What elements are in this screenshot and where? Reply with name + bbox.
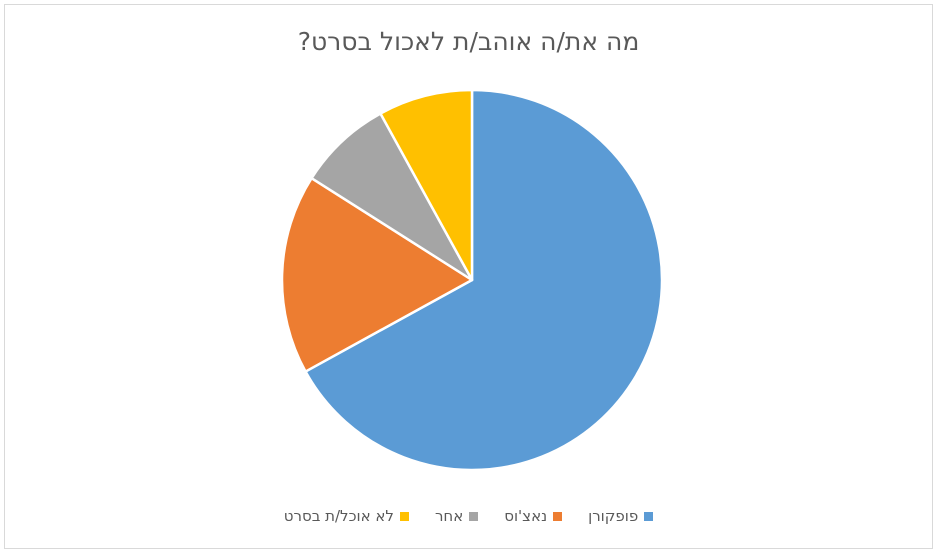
pie-slice-3 bbox=[310, 112, 474, 282]
chart-area: מה את/ה אוהב/ת לאכול בסרט? לא אוכל/ת בסר… bbox=[4, 4, 933, 549]
legend-swatch bbox=[553, 511, 563, 521]
legend-label: פופקורן bbox=[588, 507, 639, 525]
legend-swatch bbox=[469, 511, 479, 521]
pie-slice-1 bbox=[304, 88, 664, 472]
pie-slice-4 bbox=[379, 88, 474, 282]
legend-swatch bbox=[399, 511, 409, 521]
legend-item-2: נאצ'וס bbox=[504, 507, 563, 525]
legend: לא אוכל/ת בסרט אחר נאצ'וס פופקורן bbox=[5, 507, 932, 525]
legend-label: לא אוכל/ת בסרט bbox=[283, 507, 394, 525]
legend-item-3: אחר bbox=[434, 507, 479, 525]
legend-label: נאצ'וס bbox=[504, 507, 548, 525]
legend-swatch bbox=[644, 511, 654, 521]
legend-item-1: פופקורן bbox=[588, 507, 654, 525]
pie-slice-2 bbox=[280, 176, 474, 373]
pie-plot bbox=[280, 88, 664, 472]
legend-label: אחר bbox=[434, 507, 464, 525]
legend-item-4: לא אוכל/ת בסרט bbox=[284, 507, 409, 525]
chart-title: מה את/ה אוהב/ת לאכול בסרט? bbox=[297, 27, 640, 56]
